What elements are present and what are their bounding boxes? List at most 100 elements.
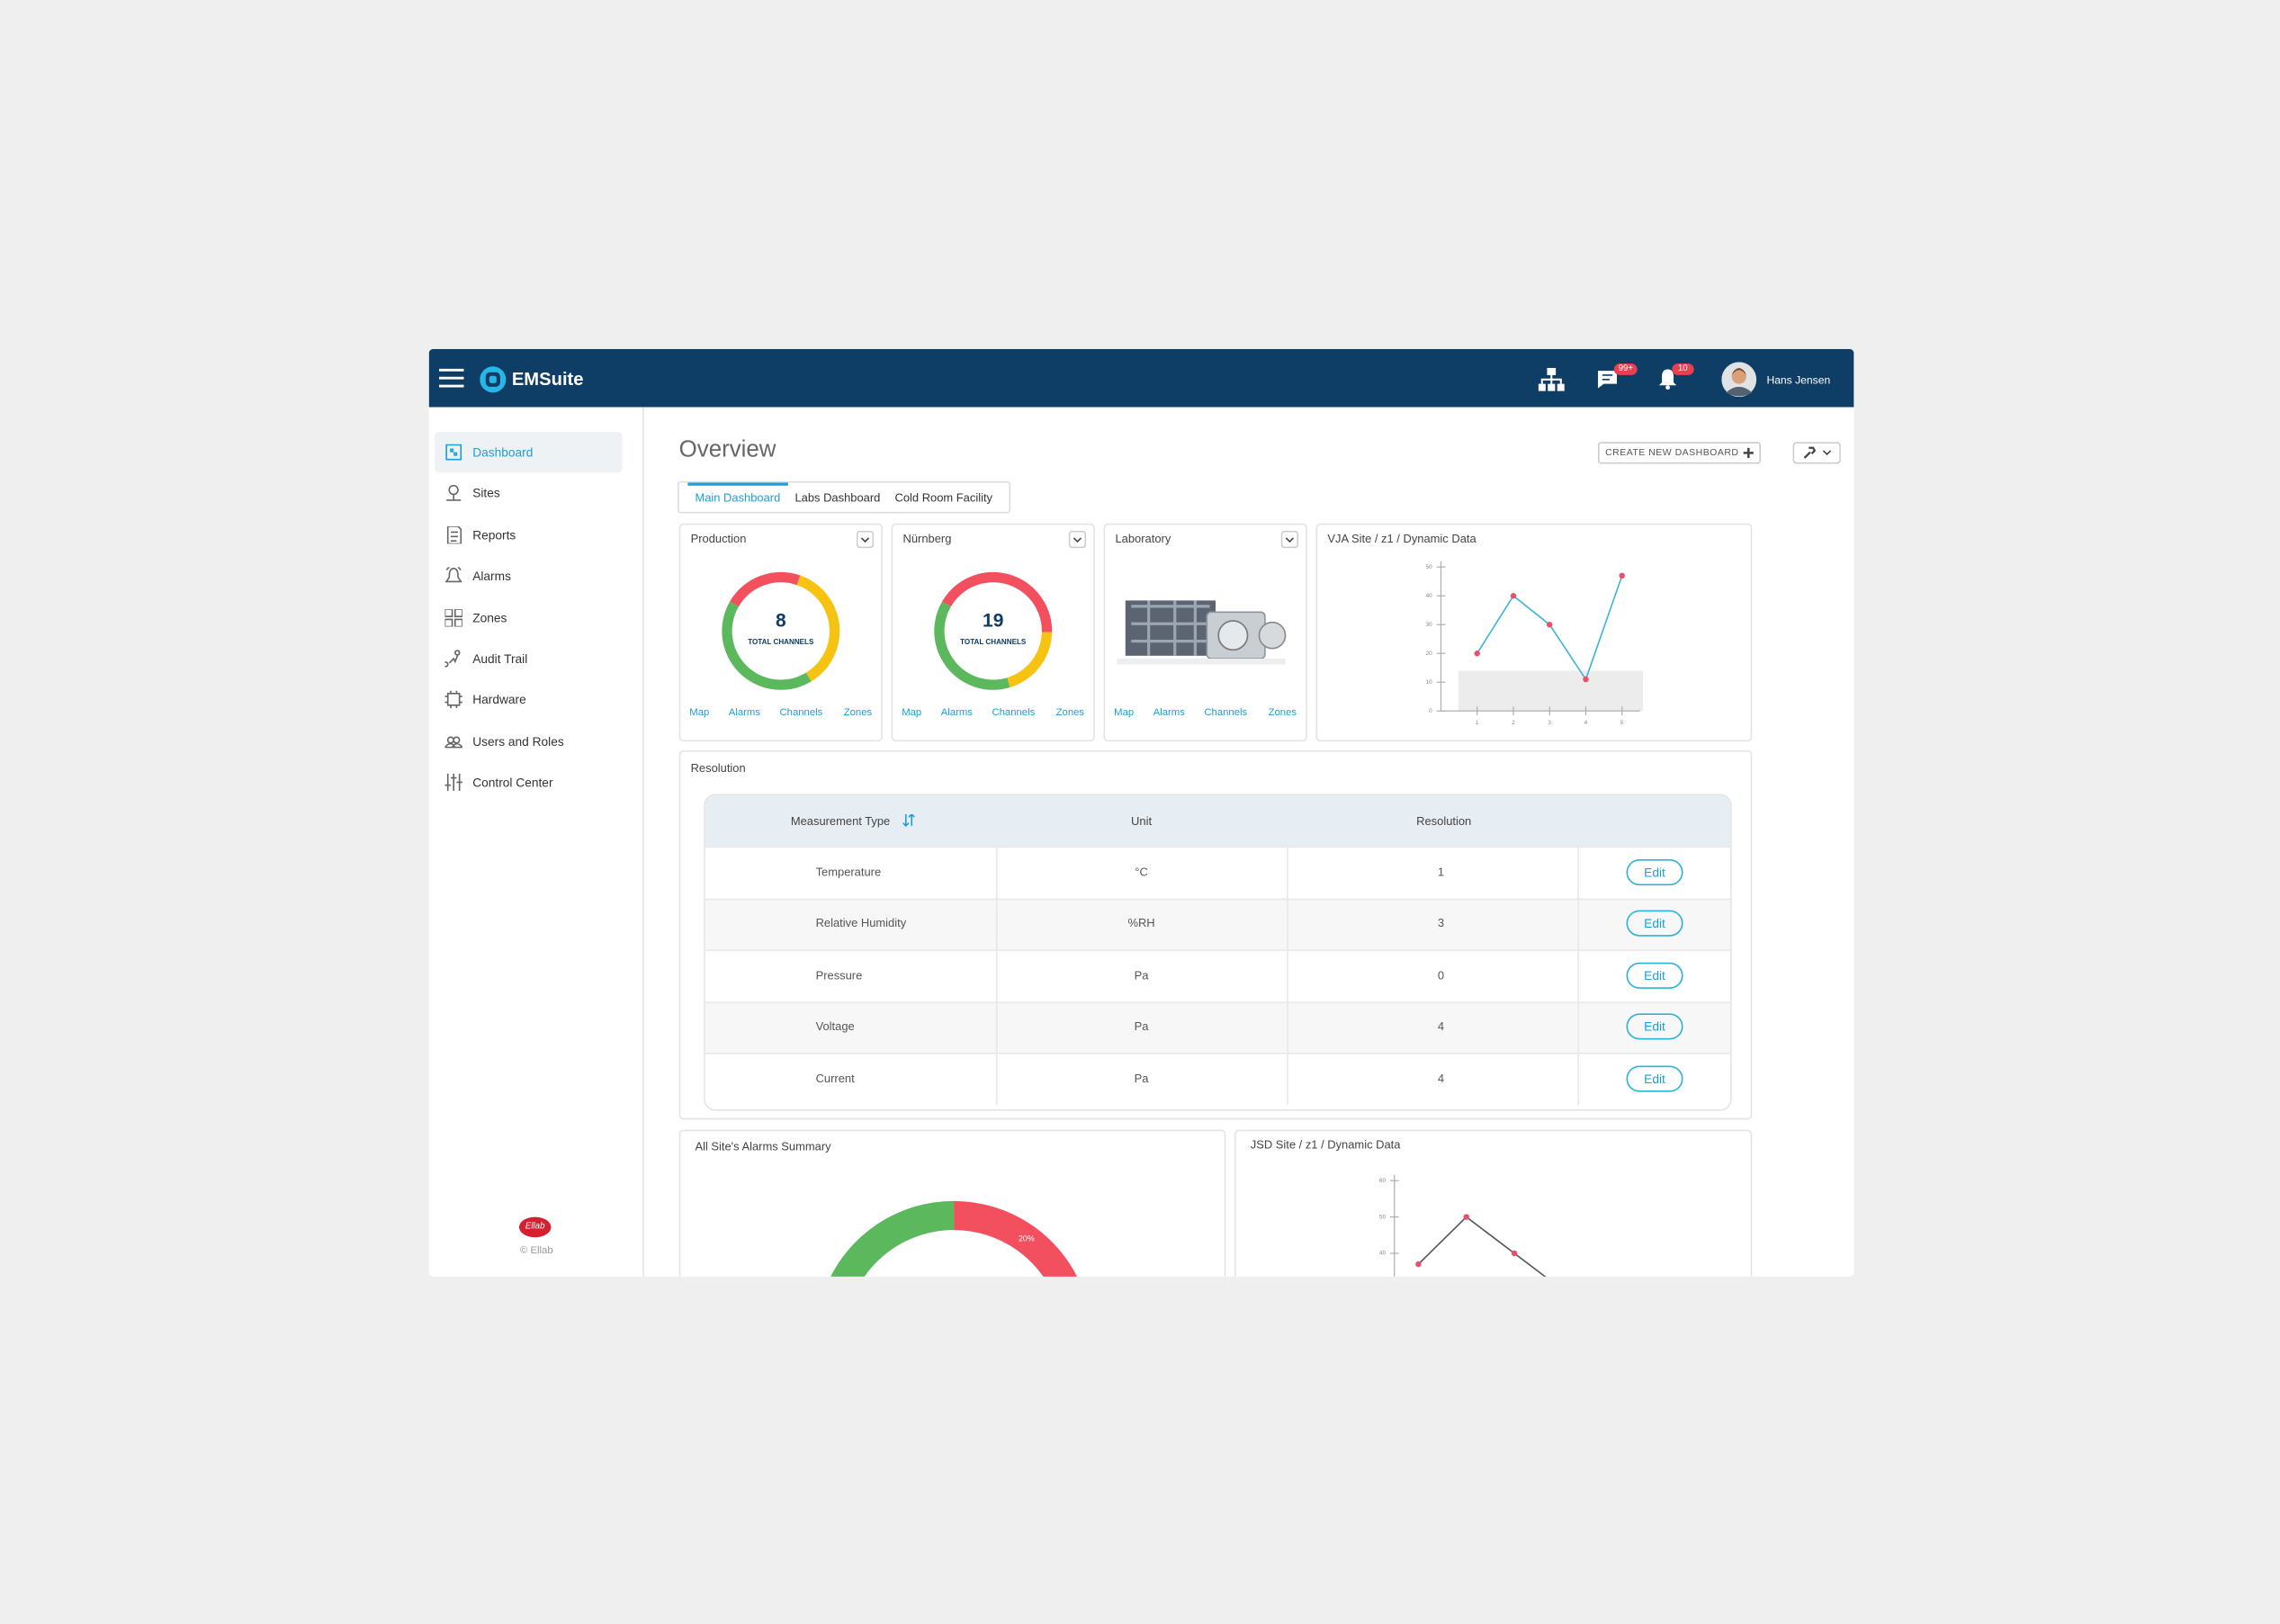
cell-text: 0: [1437, 968, 1445, 982]
card-link[interactable]: Channels: [1204, 707, 1248, 719]
sidebar-label[interactable]: Audit Trail: [472, 650, 528, 667]
user-name[interactable]: Hans Jensen: [1766, 373, 1831, 387]
sidebar-item[interactable]: Alarms: [435, 556, 622, 597]
data-point: [1510, 593, 1517, 599]
data-point: [1463, 1214, 1469, 1220]
card-menu[interactable]: [1280, 530, 1299, 549]
column-divider: [995, 897, 998, 950]
data-point: [1546, 622, 1553, 628]
card-title: Laboratory: [1115, 532, 1171, 545]
card-graphic: [1117, 600, 1287, 665]
machine-pipes: [1131, 600, 1210, 656]
sidebar-item[interactable]: Sites: [435, 473, 622, 514]
card-graphic: 8 TOTAL CHANNELS: [722, 571, 840, 690]
alarms-card: All Site's Alarms Summary 20%: [678, 1129, 1226, 1277]
sidebar-item[interactable]: Reports: [435, 515, 622, 555]
y-tick-label: 30: [1426, 622, 1433, 628]
table-header: [705, 794, 1731, 847]
card-link[interactable]: Channels: [779, 707, 823, 719]
sidebar-label[interactable]: Reports: [472, 527, 516, 543]
create-dashboard-button[interactable]: CREATE NEW DASHBOARD: [1597, 442, 1761, 464]
card-link[interactable]: Map: [1114, 707, 1135, 719]
card-link[interactable]: Alarms: [1153, 707, 1185, 719]
edit-button[interactable]: Edit: [1626, 1064, 1683, 1091]
cell-text: Voltage: [815, 1019, 855, 1034]
messages-badge: 99+: [1613, 363, 1638, 375]
cell-text: °C: [1135, 865, 1148, 879]
data-point: [1511, 1250, 1518, 1257]
chevron-box: [1068, 530, 1087, 549]
card-link[interactable]: Channels: [992, 707, 1036, 719]
cell-text: Pressure: [815, 968, 863, 982]
sidebar-label[interactable]: Control Center: [472, 775, 553, 790]
notifications-icon[interactable]: [1657, 368, 1678, 390]
line-chart: 0102030405060: [1379, 1174, 1547, 1277]
sidebar-item[interactable]: Users and Roles: [435, 721, 622, 761]
icon-shape: [444, 567, 462, 583]
data-line: [1417, 1216, 1547, 1277]
tools-dropdown[interactable]: [1792, 442, 1841, 464]
sidebar-item[interactable]: Hardware: [435, 679, 622, 720]
column-divider: [1287, 897, 1288, 950]
sidebar-label[interactable]: Users and Roles: [472, 733, 564, 749]
edit-button[interactable]: Edit: [1626, 910, 1683, 937]
sidebar-label[interactable]: Sites: [472, 486, 500, 501]
table-row: [705, 846, 1731, 898]
avatar[interactable]: [1721, 362, 1757, 398]
create-dashboard-label: CREATE NEW DASHBOARD: [1605, 447, 1739, 459]
sidebar-item[interactable]: Control Center: [435, 762, 622, 803]
column-header[interactable]: Resolution: [1416, 814, 1472, 829]
cell-text: Relative Humidity: [815, 916, 907, 930]
column-divider: [1287, 846, 1288, 898]
chevron-box: [856, 530, 875, 549]
site-card: Nürnberg 19 TOTAL CHANNELS Map Alarms Channel…: [891, 523, 1095, 742]
sidebar-item[interactable]: Audit Trail: [435, 638, 622, 678]
chart-title: JSD Site / z1 / Dynamic Data: [1250, 1138, 1401, 1152]
card-link[interactable]: Zones: [843, 707, 873, 719]
edit-button[interactable]: Edit: [1626, 858, 1683, 885]
sidebar-label[interactable]: Dashboard: [472, 444, 534, 460]
sidebar-label[interactable]: Alarms: [472, 569, 511, 584]
sidebar-menu: Dashboard Sites Reports Alarms Zones Audit Tr…: [429, 431, 643, 839]
card-link[interactable]: Map: [689, 707, 710, 719]
data-point: [1415, 1261, 1422, 1268]
sidebar-icon: [444, 650, 461, 668]
card-menu[interactable]: [1068, 530, 1087, 549]
sites-icon[interactable]: [1538, 367, 1565, 391]
dashboard-tabs: Main Dashboard Labs Dashboard Cold Room Fa…: [678, 480, 1010, 514]
card-link[interactable]: Alarms: [940, 707, 973, 719]
sidebar-icon: [444, 736, 462, 749]
sidebar-item[interactable]: Zones: [435, 597, 622, 638]
card-link[interactable]: Alarms: [728, 707, 760, 719]
sidebar-icon: [444, 567, 462, 583]
icon-shape: [444, 774, 462, 792]
y-tick-label: 20: [1426, 650, 1433, 657]
column-header[interactable]: Unit: [1131, 814, 1153, 829]
icon-shape: [445, 444, 462, 461]
menu-button[interactable]: [439, 368, 464, 389]
card-link[interactable]: Zones: [1055, 707, 1085, 719]
cell-text: 3: [1437, 916, 1445, 930]
sidebar-label[interactable]: Hardware: [472, 692, 526, 708]
tab[interactable]: Labs Dashboard: [794, 491, 881, 505]
data-point: [1619, 572, 1625, 579]
messages-icon[interactable]: [1596, 369, 1618, 390]
chevron: [1285, 537, 1295, 543]
sidebar-item[interactable]: Dashboard: [435, 431, 623, 473]
card-link[interactable]: Zones: [1268, 707, 1297, 719]
sort-icon[interactable]: [902, 813, 915, 828]
column-header[interactable]: Measurement Type: [790, 814, 891, 829]
y-tick-label: 50: [1379, 1214, 1387, 1220]
icon-shape: [446, 525, 462, 544]
tab[interactable]: Main Dashboard: [687, 482, 788, 512]
card-menu[interactable]: [856, 530, 875, 549]
edit-button[interactable]: Edit: [1626, 1013, 1683, 1040]
sidebar-label[interactable]: Zones: [472, 610, 507, 625]
card-link[interactable]: Map: [902, 707, 922, 719]
jsd-chart-card: JSD Site / z1 / Dynamic Data 010203040506…: [1234, 1129, 1753, 1277]
edit-button[interactable]: Edit: [1626, 961, 1683, 989]
icon-shape: [444, 736, 462, 749]
tab[interactable]: Cold Room Facility: [894, 491, 993, 505]
sidebar-icon: [444, 774, 462, 792]
